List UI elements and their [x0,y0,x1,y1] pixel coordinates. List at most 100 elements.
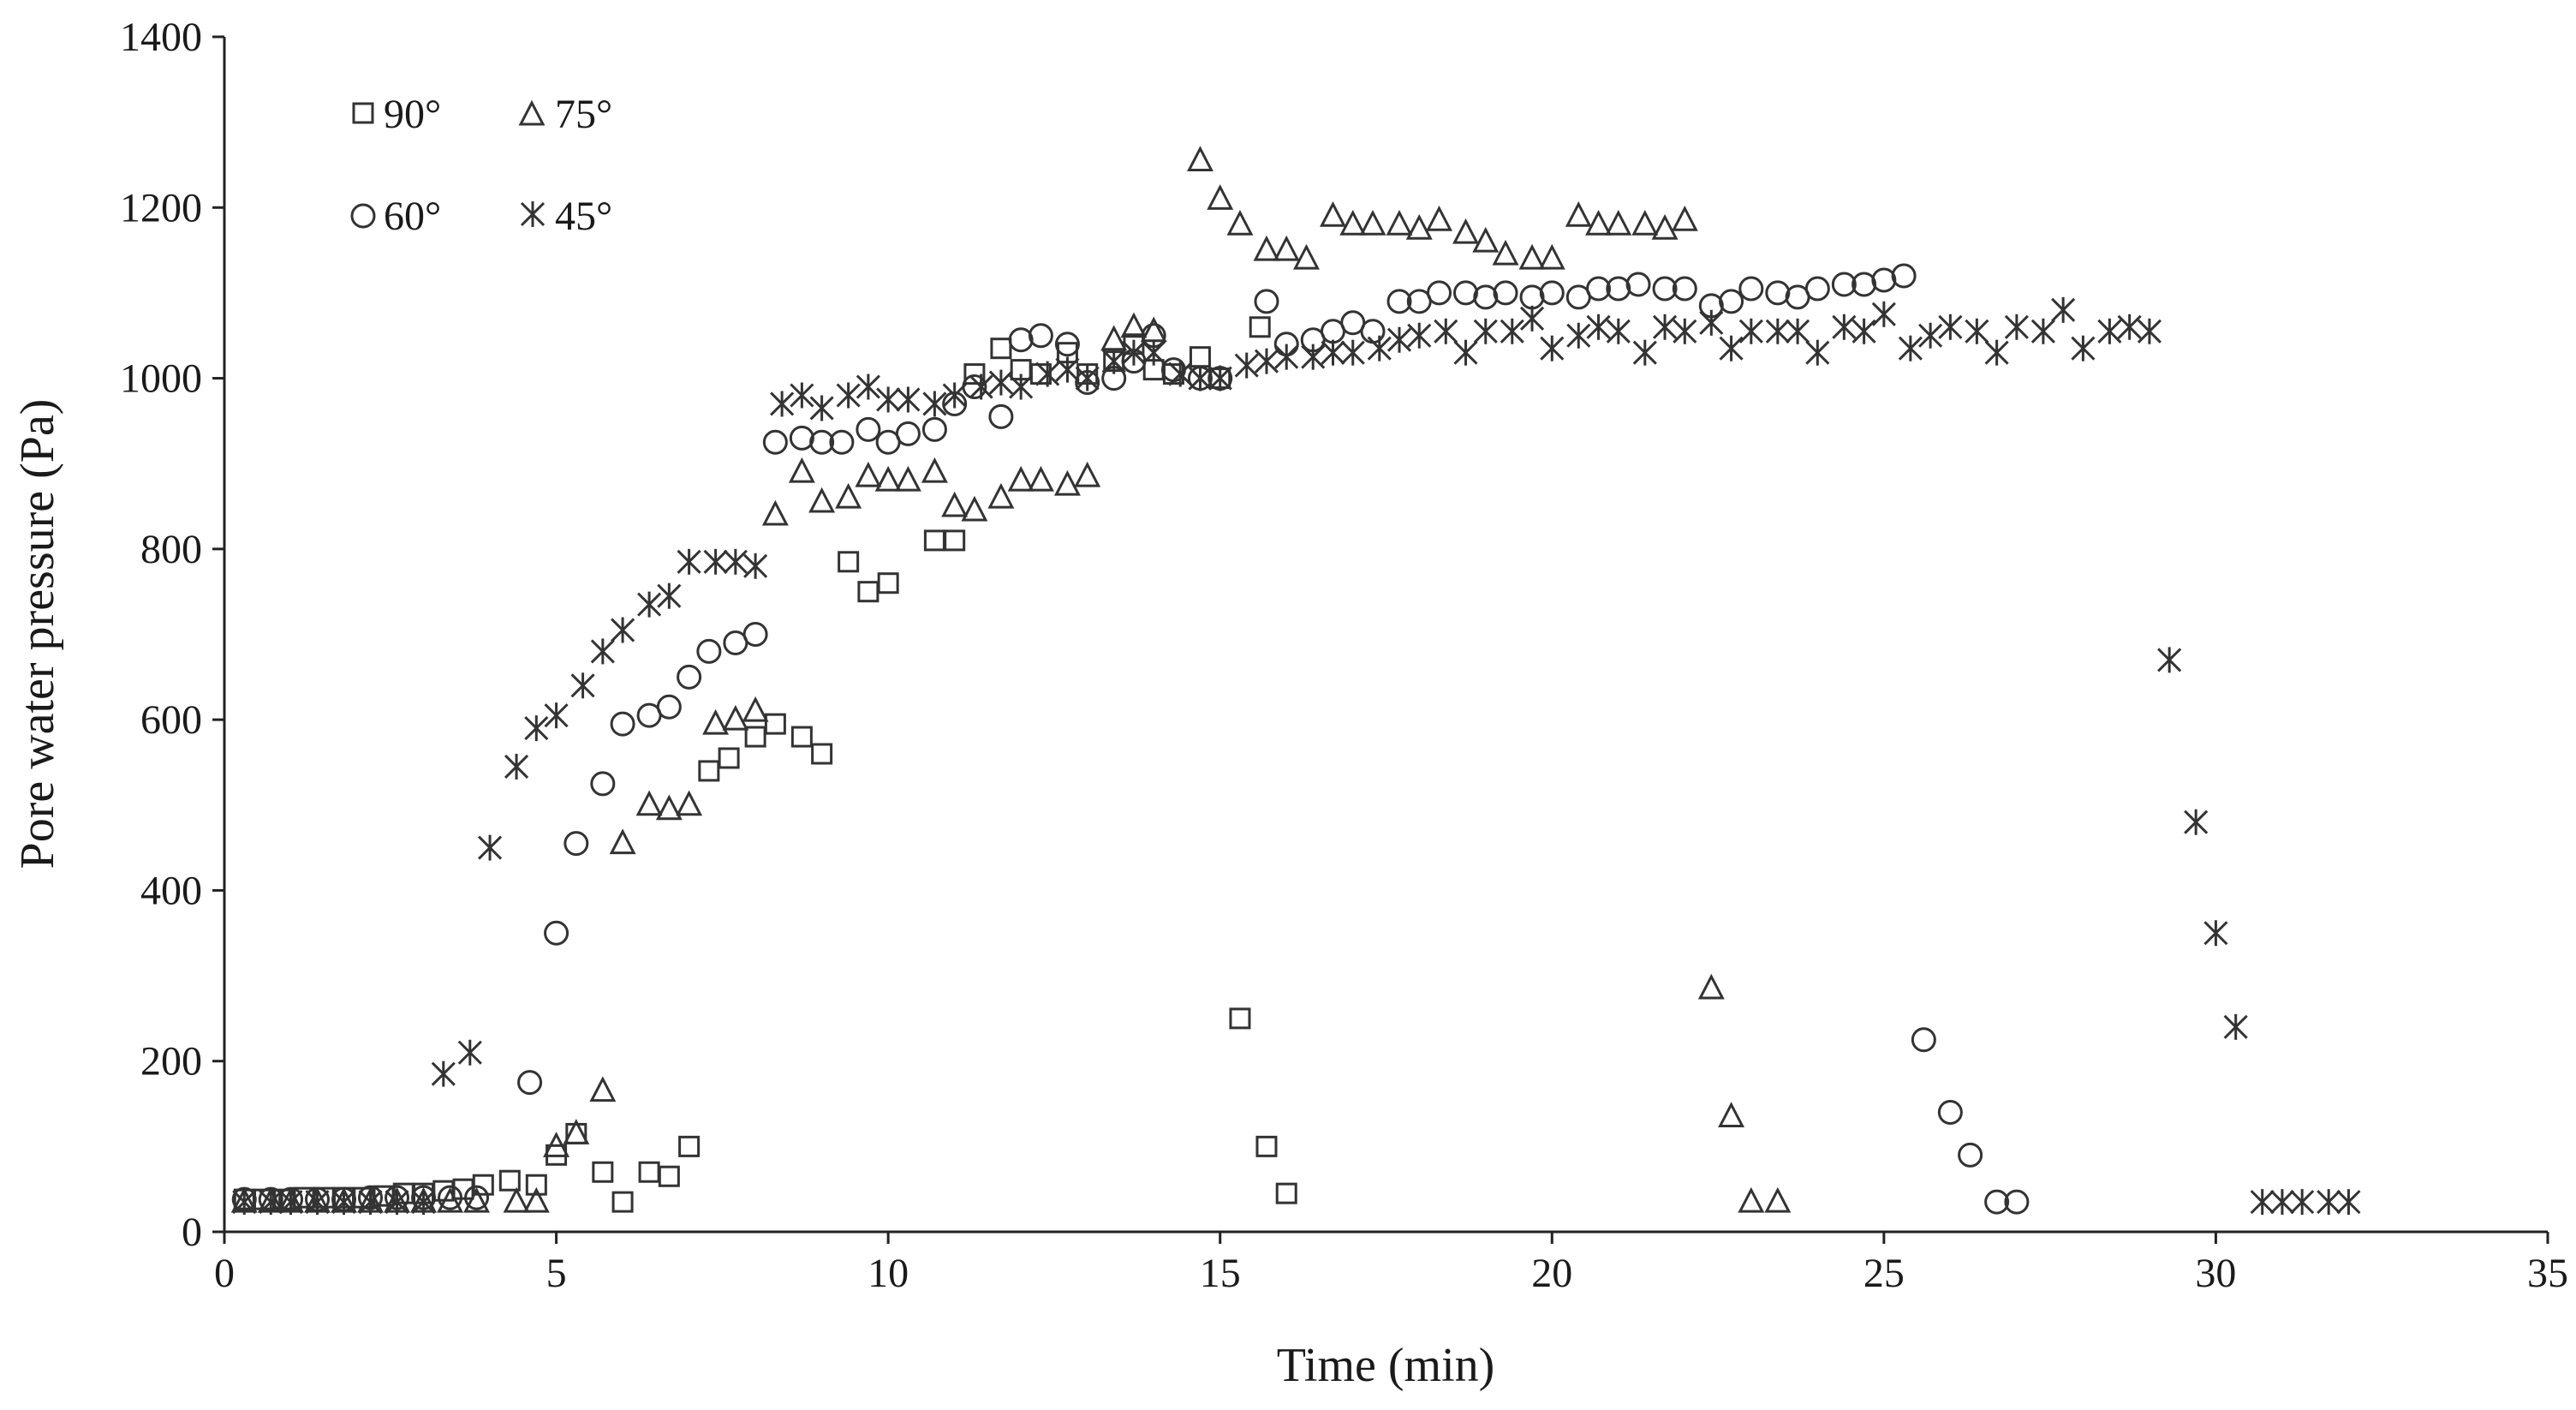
data-point-circle [1606,276,1631,302]
data-point-circle [544,920,569,946]
data-point-asterisk [1765,318,1790,344]
legend-item-60: 60° [350,194,441,239]
data-point-asterisk [2317,1189,2341,1216]
data-point-square [498,1169,521,1192]
data-point-triangle [894,465,921,492]
data-point-triangle [1697,973,1725,1000]
data-point-asterisk [703,548,728,575]
data-point-asterisk [358,1189,383,1216]
data-point-asterisk [1301,344,1326,370]
data-point-asterisk [331,1189,356,1216]
data-point-circle [988,403,1014,429]
data-point-asterisk [1234,352,1259,379]
data-point-asterisk [1386,326,1412,353]
data-point-triangle [1492,239,1519,266]
data-point-asterisk [2004,314,2029,340]
data-point-asterisk [1918,322,1943,349]
legend-marker-asterisk [520,201,546,227]
data-point-asterisk [1566,322,1591,349]
data-point-asterisk [1321,339,1345,366]
data-point-asterisk [1673,318,1697,344]
data-point-asterisk [969,373,993,400]
data-point-square [718,747,740,769]
data-point-triangle [702,708,730,735]
data-point-asterisk [1786,318,1810,344]
data-point-asterisk [1453,339,1478,366]
y-tick-label: 800 [140,527,202,572]
data-point-asterisk [942,382,967,409]
data-point-asterisk [743,553,768,579]
data-point-triangle [1472,226,1500,253]
series-square [233,316,1297,1213]
data-point-asterisk [1738,318,1763,344]
data-point-triangle [742,696,769,722]
data-point-circle [921,416,947,442]
data-point-circle [1871,267,1897,293]
data-point-triangle [987,482,1015,509]
data-point-square [611,1191,634,1213]
data-point-asterisk [2051,296,2076,323]
data-point-circle [1427,280,1452,306]
data-point-asterisk [544,702,569,729]
data-point-asterisk [2250,1189,2275,1216]
data-point-triangle [1386,209,1413,236]
data-point-asterisk [1500,318,1524,344]
data-point-triangle [1426,205,1452,231]
data-point-asterisk [2336,1189,2361,1216]
x-tick-label: 25 [1863,1251,1905,1296]
data-point-circle [1937,1100,1963,1125]
data-point-asterisk [431,1060,456,1087]
data-point-asterisk [1898,335,1923,361]
data-point-square [592,1161,614,1183]
data-point-asterisk [836,382,861,409]
data-point-triangle [1764,1186,1792,1213]
data-point-square [1249,316,1271,338]
data-point-circle [1254,289,1279,314]
data-point-square [877,572,899,594]
data-point-triangle [1452,218,1479,244]
y-tick-label: 600 [140,697,202,743]
data-point-triangle [1253,235,1280,261]
data-point-circle [677,664,702,690]
data-point-square [963,363,986,385]
legend-item-75: 75° [518,92,612,137]
data-point-square [764,713,786,735]
data-point-circle [610,711,635,737]
data-point-circle [809,429,835,455]
data-point-circle [1519,284,1545,310]
data-point-asterisk [1473,318,1498,344]
data-point-circle [438,1185,463,1210]
data-point-circle [1891,263,1917,289]
data-point-square [1255,1135,1278,1157]
data-point-square [678,1135,701,1157]
data-point-asterisk [1871,301,1896,327]
data-point-triangle [722,704,749,731]
data-point-asterisk [1142,339,1166,366]
data-point-triangle [1738,1186,1765,1213]
data-point-asterisk [1208,365,1232,391]
data-point-circle [1852,272,1877,297]
data-point-asterisk [1035,361,1060,387]
data-point-triangle [855,461,882,487]
series-circle [231,263,2030,1215]
data-point-square [1189,346,1211,368]
data-point-circle [1738,276,1764,302]
data-point-asterisk [2184,809,2209,835]
y-tick-label: 1200 [120,185,202,230]
legend-label-60: 60° [384,194,441,239]
data-point-circle [1054,332,1080,357]
data-point-square [838,551,860,573]
data-point-asterisk [2157,647,2182,673]
data-markers [230,146,2361,1216]
y-axis-ticks: 0 200 400 600 800 1000 1200 1400 [120,15,224,1255]
data-point-circle [1586,276,1612,302]
data-point-asterisk [504,753,529,780]
data-point-circle [1804,276,1830,302]
data-point-asterisk [1274,344,1299,370]
data-point-asterisk [524,715,549,742]
data-point-asterisk [809,395,834,421]
data-point-triangle [808,487,836,513]
data-point-asterisk [1984,339,2009,366]
